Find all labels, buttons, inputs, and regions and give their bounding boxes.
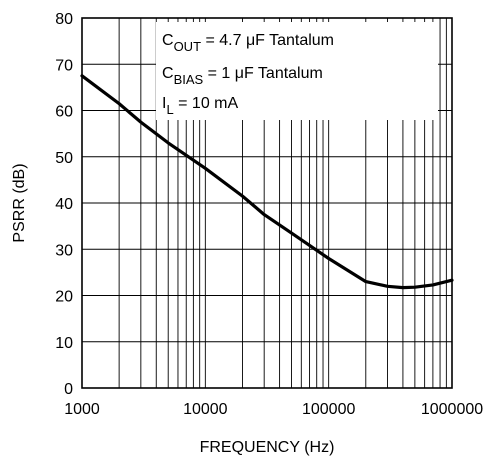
y-tick-label: 20 [55, 289, 73, 306]
y-tick-label: 80 [55, 11, 73, 28]
annotations: COUT = 4.7 μF Tantalum CBIAS = 1 μF Tanta… [162, 32, 334, 117]
x-tick-label: 1000000 [421, 401, 483, 418]
series-layer [80, 74, 454, 290]
annotation-line: IL = 10 mA [162, 95, 238, 117]
x-axis-title: FREQUENCY (Hz) [200, 439, 335, 456]
x-tick-label: 1000 [64, 401, 100, 418]
y-tick-label: 40 [55, 196, 73, 213]
y-tick-labels: 0 10 20 30 40 50 60 70 80 [55, 11, 73, 398]
annotation-box [156, 22, 438, 120]
psrr-curve [80, 74, 454, 290]
y-tick-label: 60 [55, 104, 73, 121]
y-axis-title: PSRR (dB) [11, 163, 28, 242]
x-tick-label: 10000 [183, 401, 228, 418]
y-tick-label: 30 [55, 242, 73, 259]
x-tick-labels: 1000 10000 100000 1000000 [64, 401, 483, 418]
y-tick-label: 0 [64, 381, 73, 398]
annotation-line: CBIAS = 1 μF Tantalum [162, 65, 323, 87]
y-tick-label: 50 [55, 150, 73, 167]
plot-frame [81, 17, 453, 389]
y-tick-label: 10 [55, 335, 73, 352]
annotation-line: COUT = 4.7 μF Tantalum [162, 32, 334, 54]
y-tick-label: 70 [55, 57, 73, 74]
x-tick-label: 100000 [302, 401, 355, 418]
